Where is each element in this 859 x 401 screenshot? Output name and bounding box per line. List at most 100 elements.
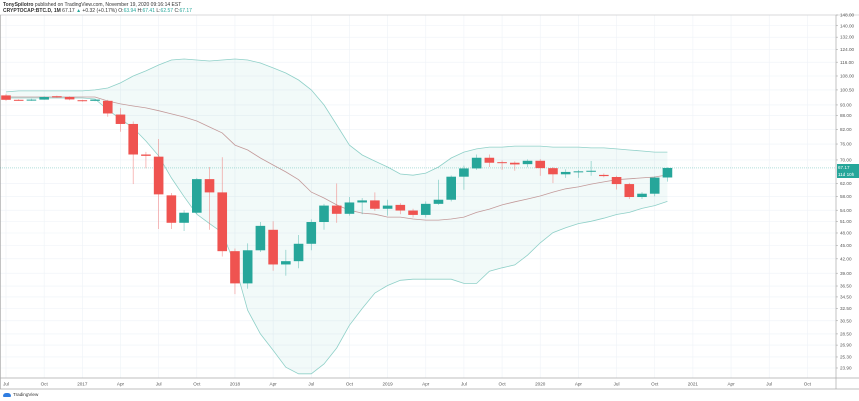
price-tick-label: 140.00 bbox=[840, 23, 854, 28]
candle-down bbox=[64, 96, 75, 101]
time-tick-label: Apr bbox=[117, 382, 125, 387]
candle-down bbox=[484, 154, 495, 167]
price-tick-label: 124.00 bbox=[840, 47, 854, 52]
candle-body bbox=[344, 202, 355, 214]
candle-body bbox=[242, 250, 253, 284]
price-tick-label: 100.50 bbox=[840, 88, 854, 93]
candle-body bbox=[141, 154, 151, 156]
candle-body bbox=[573, 171, 584, 173]
candle-body bbox=[115, 114, 126, 124]
time-tick-label: Apr bbox=[575, 382, 583, 387]
publish-info: TonySpilotro published on TradingView.co… bbox=[3, 2, 181, 8]
close-value: 67.17 bbox=[179, 8, 192, 14]
candle-down bbox=[1, 93, 11, 101]
price-tick-label: 25.30 bbox=[840, 355, 852, 360]
candle-body bbox=[446, 176, 456, 200]
candle-up bbox=[586, 161, 596, 176]
candle-body bbox=[192, 179, 202, 213]
candle-body bbox=[39, 96, 49, 100]
price-tick-label: 28.50 bbox=[840, 332, 852, 337]
price-tick-label: 39.00 bbox=[840, 271, 852, 276]
candle-up bbox=[446, 175, 456, 202]
candle-up bbox=[637, 192, 647, 200]
time-tick-label: 2018 bbox=[230, 382, 241, 387]
up-arrow-icon: ▲ bbox=[76, 8, 82, 14]
bar-countdown-label: 11d 10h bbox=[837, 170, 859, 178]
price-tick-label: 132.00 bbox=[840, 35, 854, 40]
candle-down bbox=[611, 175, 622, 190]
price-tick-label: 51.00 bbox=[840, 219, 852, 224]
close-label: C: bbox=[174, 8, 180, 14]
time-tick-label: Jul bbox=[156, 382, 162, 387]
candle-body bbox=[179, 212, 189, 223]
last-price: 67.17 bbox=[62, 8, 75, 14]
candle-body bbox=[370, 200, 380, 209]
candle-body bbox=[662, 167, 673, 178]
candle-down bbox=[497, 160, 507, 170]
candle-body bbox=[459, 168, 469, 177]
candle-body bbox=[293, 243, 304, 262]
bollinger-upper-line bbox=[5, 58, 668, 176]
candle-body bbox=[357, 200, 367, 203]
price-tick-label: 30.50 bbox=[840, 318, 852, 323]
candle-body bbox=[90, 99, 100, 101]
candle-down bbox=[153, 139, 164, 230]
candle-down bbox=[408, 208, 418, 218]
time-tick-label: Jul bbox=[614, 382, 620, 387]
candle-up bbox=[242, 243, 253, 289]
price-tick-label: 32.50 bbox=[840, 306, 852, 311]
candle-body bbox=[281, 261, 291, 265]
candle-body bbox=[649, 177, 660, 194]
candle-up bbox=[192, 177, 202, 214]
candle-up bbox=[471, 154, 482, 170]
candle-up bbox=[459, 165, 469, 190]
time-tick-label: Oct bbox=[804, 382, 812, 387]
candle-body bbox=[102, 100, 113, 114]
candle-body bbox=[599, 174, 609, 177]
open-label: O: bbox=[118, 8, 124, 14]
candle-body bbox=[255, 225, 266, 251]
candle-body bbox=[230, 251, 240, 284]
price-tick-label: 108.00 bbox=[840, 74, 854, 79]
time-tick-label: 2020 bbox=[535, 382, 546, 387]
price-tick-label: 88.00 bbox=[840, 113, 852, 118]
candle-down bbox=[230, 248, 240, 295]
price-tick-label: 76.00 bbox=[840, 142, 852, 147]
time-tick-label: Jul bbox=[308, 382, 314, 387]
time-tick-label: 2021 bbox=[688, 382, 699, 387]
price-tick-label: 48.00 bbox=[840, 231, 852, 236]
candle-down bbox=[102, 99, 113, 117]
candle-up bbox=[649, 176, 660, 197]
candle-down bbox=[115, 108, 126, 132]
candle-body bbox=[471, 157, 482, 169]
candle-up bbox=[179, 210, 189, 231]
candle-up bbox=[306, 219, 317, 251]
candle-down bbox=[166, 193, 177, 230]
price-tick-label: 62.00 bbox=[840, 181, 852, 186]
candle-up bbox=[26, 98, 37, 101]
open-value: 63.94 bbox=[123, 8, 137, 14]
time-tick-label: Oct bbox=[499, 382, 507, 387]
time-tick-label: Oct bbox=[41, 382, 49, 387]
candle-down bbox=[535, 159, 546, 176]
symbol-name[interactable]: CRYPTOCAP:BTC.D, 1M bbox=[3, 8, 61, 14]
candle-body bbox=[77, 100, 88, 102]
price-tick-label: 36.50 bbox=[840, 284, 852, 289]
last-price-label: 67.17 bbox=[837, 163, 859, 171]
high-label: H: bbox=[137, 8, 143, 14]
price-tick-label: 58.00 bbox=[840, 194, 852, 199]
candle-up bbox=[573, 169, 584, 178]
candle-body bbox=[64, 96, 75, 100]
time-tick-label: Jul bbox=[461, 382, 467, 387]
candle-up bbox=[357, 198, 367, 215]
candle-body bbox=[535, 160, 546, 169]
author-name[interactable]: TonySpilotro bbox=[3, 2, 34, 8]
candle-body bbox=[408, 210, 418, 215]
candle-body bbox=[26, 99, 37, 101]
tradingview-logo[interactable]: TradingView bbox=[3, 392, 38, 397]
price-tick-label: 45.00 bbox=[840, 243, 852, 248]
symbol-legend: CRYPTOCAP:BTC.D, 1M 67.17 ▲ +0.32 (+0.17… bbox=[3, 8, 192, 14]
candle-up bbox=[433, 179, 444, 205]
price-tick-label: 34.50 bbox=[840, 295, 852, 300]
